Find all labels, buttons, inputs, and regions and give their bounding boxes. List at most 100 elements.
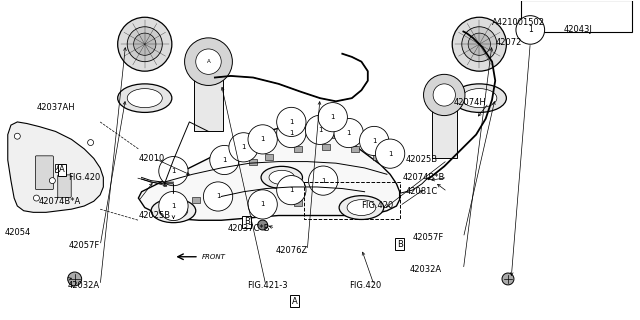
Circle shape: [318, 103, 348, 132]
Circle shape: [134, 33, 156, 55]
Text: 42081C: 42081C: [406, 187, 438, 196]
Ellipse shape: [452, 84, 506, 112]
Bar: [373, 154, 381, 160]
Circle shape: [360, 126, 389, 156]
FancyBboxPatch shape: [58, 175, 71, 197]
Text: 1: 1: [260, 201, 265, 207]
Text: A: A: [292, 297, 298, 306]
Text: 42037C*B: 42037C*B: [228, 224, 270, 233]
Ellipse shape: [151, 199, 196, 223]
Bar: [319, 187, 327, 193]
Circle shape: [196, 49, 221, 74]
Ellipse shape: [118, 84, 172, 112]
Circle shape: [184, 38, 232, 85]
Bar: [294, 200, 301, 206]
Bar: [332, 132, 340, 138]
Circle shape: [516, 16, 545, 44]
Text: 42057F: 42057F: [69, 241, 100, 250]
Text: 42032A: 42032A: [68, 281, 100, 290]
Text: 1: 1: [289, 130, 294, 136]
Text: 1: 1: [372, 138, 376, 144]
Circle shape: [159, 191, 188, 220]
Circle shape: [118, 17, 172, 71]
Circle shape: [462, 27, 497, 62]
Ellipse shape: [127, 89, 163, 108]
Circle shape: [204, 182, 233, 211]
Circle shape: [49, 178, 55, 184]
Circle shape: [276, 118, 306, 148]
Text: 1: 1: [171, 203, 176, 209]
Text: 1: 1: [289, 119, 294, 125]
Text: A: A: [59, 165, 65, 174]
Circle shape: [248, 125, 277, 154]
Text: 42054: 42054: [4, 228, 31, 237]
Text: 42074B*A: 42074B*A: [39, 197, 81, 206]
Bar: [351, 146, 359, 152]
Bar: [294, 146, 301, 152]
Circle shape: [433, 84, 456, 106]
Bar: [192, 197, 200, 203]
Circle shape: [127, 27, 163, 62]
Bar: [249, 203, 257, 209]
Text: B: B: [397, 240, 403, 249]
Bar: [217, 198, 225, 204]
Circle shape: [334, 118, 364, 148]
Text: A: A: [207, 59, 211, 64]
Text: 42043J: 42043J: [564, 25, 593, 35]
Text: 1: 1: [260, 136, 265, 142]
Text: 42072: 42072: [495, 38, 522, 47]
Ellipse shape: [347, 200, 376, 215]
Text: 42025B: 42025B: [138, 211, 170, 220]
Circle shape: [502, 273, 514, 285]
FancyBboxPatch shape: [35, 156, 53, 189]
Text: 42025B: 42025B: [406, 156, 438, 164]
Bar: [431, 95, 457, 158]
Circle shape: [229, 133, 258, 162]
Text: FRONT: FRONT: [202, 254, 226, 260]
Text: B: B: [244, 217, 250, 226]
Circle shape: [258, 220, 268, 230]
Text: 1: 1: [388, 151, 392, 157]
Text: 1: 1: [528, 25, 532, 35]
Text: FIG.420: FIG.420: [349, 281, 381, 290]
Circle shape: [210, 145, 239, 175]
Text: 1: 1: [171, 168, 176, 174]
Circle shape: [276, 107, 306, 137]
Text: 42057F: 42057F: [412, 233, 444, 242]
Circle shape: [68, 272, 82, 286]
Bar: [265, 154, 273, 160]
Ellipse shape: [269, 170, 294, 185]
Text: 1: 1: [222, 157, 227, 163]
Circle shape: [468, 33, 490, 55]
Text: 1: 1: [289, 187, 294, 193]
Ellipse shape: [462, 89, 497, 108]
Circle shape: [33, 195, 40, 201]
Ellipse shape: [261, 166, 303, 188]
Circle shape: [305, 115, 335, 144]
Text: 42074B*B: 42074B*B: [403, 173, 445, 182]
Text: 1: 1: [321, 178, 325, 184]
Circle shape: [88, 140, 93, 146]
Circle shape: [376, 139, 404, 168]
Text: 1: 1: [346, 130, 351, 136]
Bar: [521, 0, 632, 32]
Text: 1: 1: [330, 114, 335, 120]
Text: 1: 1: [317, 127, 323, 133]
Bar: [294, 135, 301, 141]
Text: 1: 1: [216, 194, 220, 199]
Text: 42032A: 42032A: [409, 265, 442, 274]
Text: A421001502: A421001502: [492, 18, 545, 27]
Polygon shape: [8, 122, 103, 212]
Text: A: A: [56, 165, 61, 171]
Ellipse shape: [159, 203, 188, 219]
Text: 42037AH: 42037AH: [36, 103, 75, 112]
Circle shape: [452, 17, 506, 71]
Ellipse shape: [339, 196, 384, 220]
Circle shape: [276, 176, 306, 205]
Bar: [249, 159, 257, 164]
Text: FIG.420: FIG.420: [68, 173, 100, 182]
Text: 42010: 42010: [138, 154, 164, 163]
Circle shape: [308, 166, 338, 195]
Circle shape: [14, 133, 20, 139]
Circle shape: [424, 74, 465, 116]
